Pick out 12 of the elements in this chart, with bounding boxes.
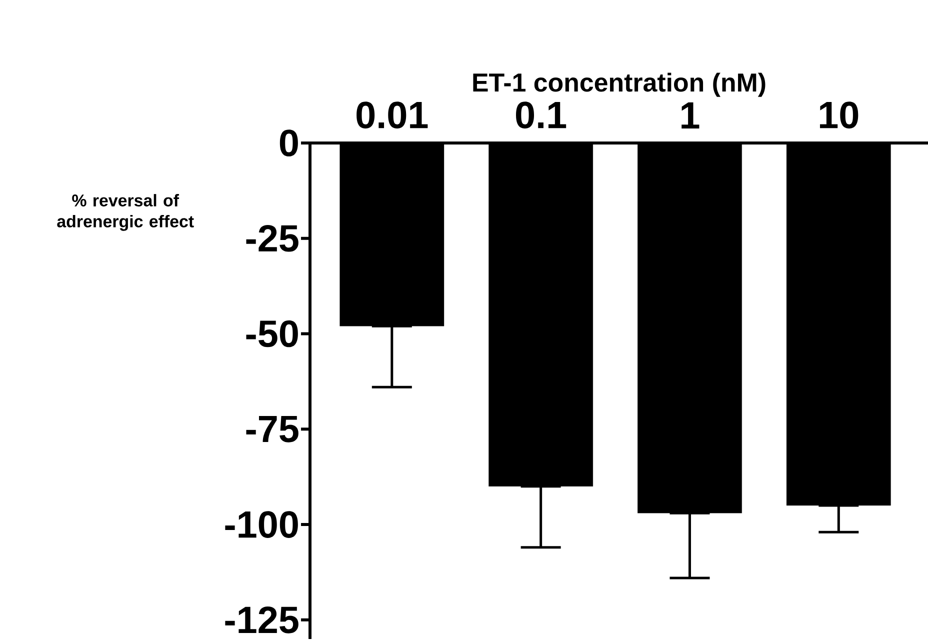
x-tick-label: 0.01 — [356, 102, 428, 128]
y-tick-label: -25 — [246, 224, 298, 252]
x-axis-title: ET-1 concentration (nM) — [473, 72, 766, 97]
y-tick-label: -100 — [225, 511, 298, 538]
y-tick-label: -75 — [246, 416, 298, 442]
x-tick-label: 10 — [820, 102, 858, 128]
x-tick-label: 0.1 — [516, 102, 566, 128]
y-tick-label: -125 — [225, 606, 298, 634]
y-tick-label: -50 — [246, 320, 298, 348]
y-tick-label: 0 — [280, 130, 298, 156]
y-axis-title: % reversal of adrenergic effect — [57, 194, 194, 231]
x-tick-label: 1 — [682, 102, 700, 128]
